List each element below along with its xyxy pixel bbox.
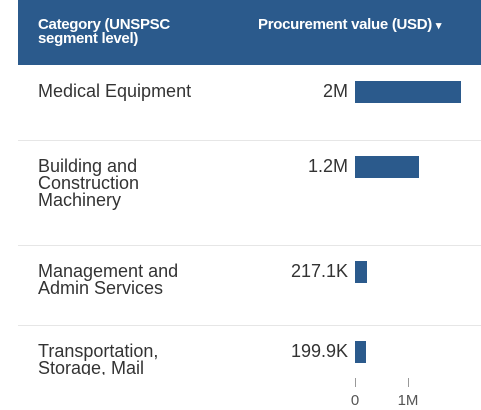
table-row: Management and Admin Services 217.1K [18,245,481,326]
bar [355,261,367,283]
table-header: Category (UNSPSC segment level) Procurem… [18,0,481,65]
table-row: Building and Construction Machinery 1.2M [18,140,481,246]
tick-mark [408,378,409,387]
category-label: Medical Equipment [38,83,193,100]
value-label: 217.1K [291,263,348,280]
column-header[interactable]: Procurement value (USD) ▾ [258,18,448,33]
table-row: Medical Equipment 2M [18,65,481,141]
x-tick-label: 1M [398,392,419,409]
table-row: Transportation, Storage, Mail 199.9K [18,325,481,375]
value-label: 2M [323,83,348,100]
x-tick-label: 0 [351,392,359,409]
bar [355,81,461,103]
tick-mark [355,378,356,387]
value-label: 1.2M [308,158,348,175]
bar [355,156,419,178]
column-header[interactable]: Category (UNSPSC segment level) [38,18,228,46]
category-label: Management and Admin Services [38,263,193,297]
page: {"chart_data": {"type": "bar", "orientat… [0,0,481,410]
column-header-text: Procurement value (USD) [258,16,432,33]
category-label: Transportation, Storage, Mail [38,343,193,375]
sort-indicator[interactable]: ▾ [436,20,441,32]
bar [355,341,366,363]
table-body: Medical Equipment 2M Building and Construc… [18,65,481,375]
category-label: Building and Construction Machinery [38,158,193,209]
value-label: 199.9K [291,343,348,360]
